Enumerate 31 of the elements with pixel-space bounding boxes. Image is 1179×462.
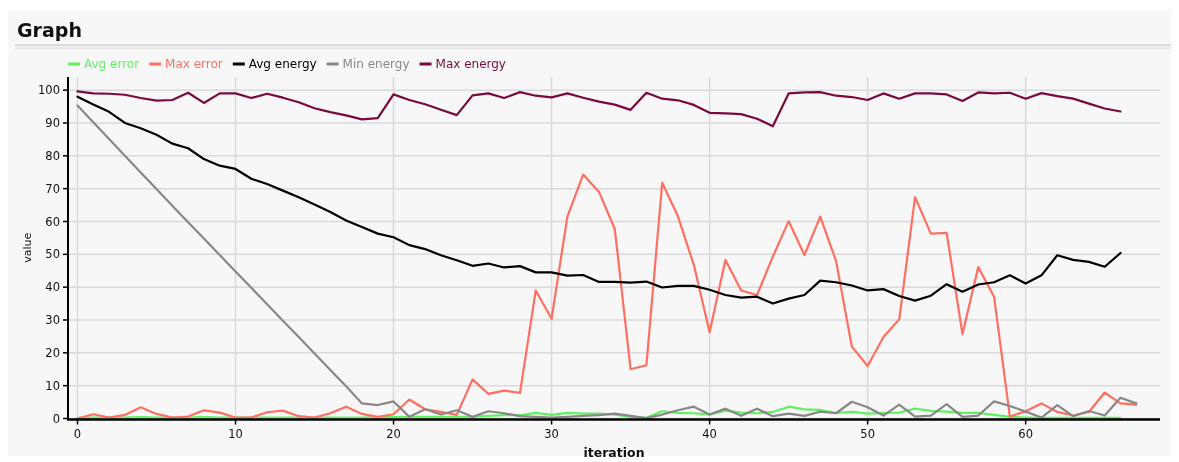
y-tick-label: 80 — [45, 148, 60, 163]
line-series — [76, 173, 1138, 420]
y-tick-label: 30 — [45, 313, 60, 328]
line-series — [76, 405, 1122, 419]
x-tick-label: 30 — [544, 426, 559, 441]
legend-label: Avg error — [84, 57, 140, 71]
line-series — [76, 90, 1122, 128]
legend-label: Max energy — [435, 57, 506, 71]
y-tick-label: 50 — [45, 247, 60, 262]
y-tick-label: 10 — [45, 378, 60, 393]
y-axis-title: value — [21, 232, 34, 263]
x-axis-title: iteration — [583, 445, 645, 460]
x-tick-label: 50 — [860, 426, 875, 441]
x-tick-label: 20 — [386, 426, 401, 441]
legend-label: Avg energy — [248, 57, 317, 71]
chart-title: Graph — [17, 19, 82, 41]
x-tick-label: 60 — [1018, 426, 1033, 441]
y-tick-label: 60 — [45, 214, 60, 229]
x-tick-label: 0 — [73, 426, 82, 441]
y-tick-label: 70 — [45, 181, 60, 196]
line-series — [76, 104, 1138, 420]
y-tick-label: 40 — [45, 280, 60, 295]
y-tick-label: 20 — [45, 345, 60, 360]
legend-label: Min energy — [342, 57, 410, 71]
x-tick-label: 10 — [228, 426, 243, 441]
x-tick-label: 40 — [702, 426, 717, 441]
y-tick-label: 0 — [52, 411, 60, 426]
legend-label: Max error — [165, 57, 223, 71]
y-tick-label: 90 — [45, 116, 60, 130]
line-series — [76, 95, 1122, 305]
y-tick-label: 100 — [38, 83, 60, 98]
